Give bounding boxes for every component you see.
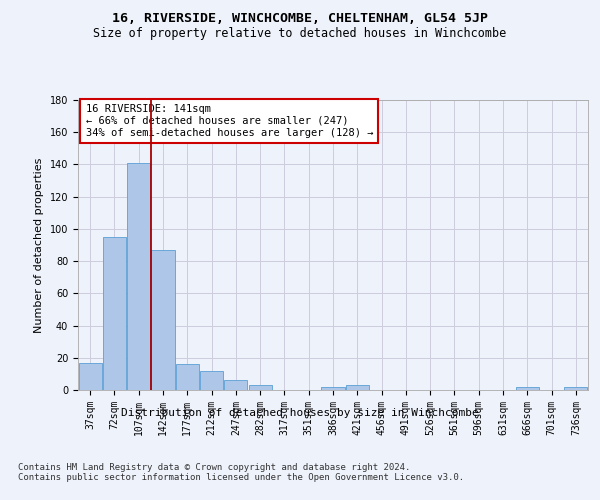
Bar <box>224 380 247 390</box>
Bar <box>565 387 587 390</box>
Bar <box>151 250 175 390</box>
Text: 16 RIVERSIDE: 141sqm
← 66% of detached houses are smaller (247)
34% of semi-deta: 16 RIVERSIDE: 141sqm ← 66% of detached h… <box>86 104 373 138</box>
Bar <box>176 364 199 390</box>
Text: Size of property relative to detached houses in Winchcombe: Size of property relative to detached ho… <box>94 28 506 40</box>
Text: Distribution of detached houses by size in Winchcombe: Distribution of detached houses by size … <box>121 408 479 418</box>
Bar <box>346 385 369 390</box>
Bar <box>103 237 126 390</box>
Text: Contains HM Land Registry data © Crown copyright and database right 2024.
Contai: Contains HM Land Registry data © Crown c… <box>18 462 464 482</box>
Bar <box>200 370 223 390</box>
Bar <box>516 387 539 390</box>
Bar <box>248 385 272 390</box>
Bar <box>127 163 150 390</box>
Y-axis label: Number of detached properties: Number of detached properties <box>34 158 44 332</box>
Bar <box>79 362 101 390</box>
Text: 16, RIVERSIDE, WINCHCOMBE, CHELTENHAM, GL54 5JP: 16, RIVERSIDE, WINCHCOMBE, CHELTENHAM, G… <box>112 12 488 26</box>
Bar <box>322 387 344 390</box>
